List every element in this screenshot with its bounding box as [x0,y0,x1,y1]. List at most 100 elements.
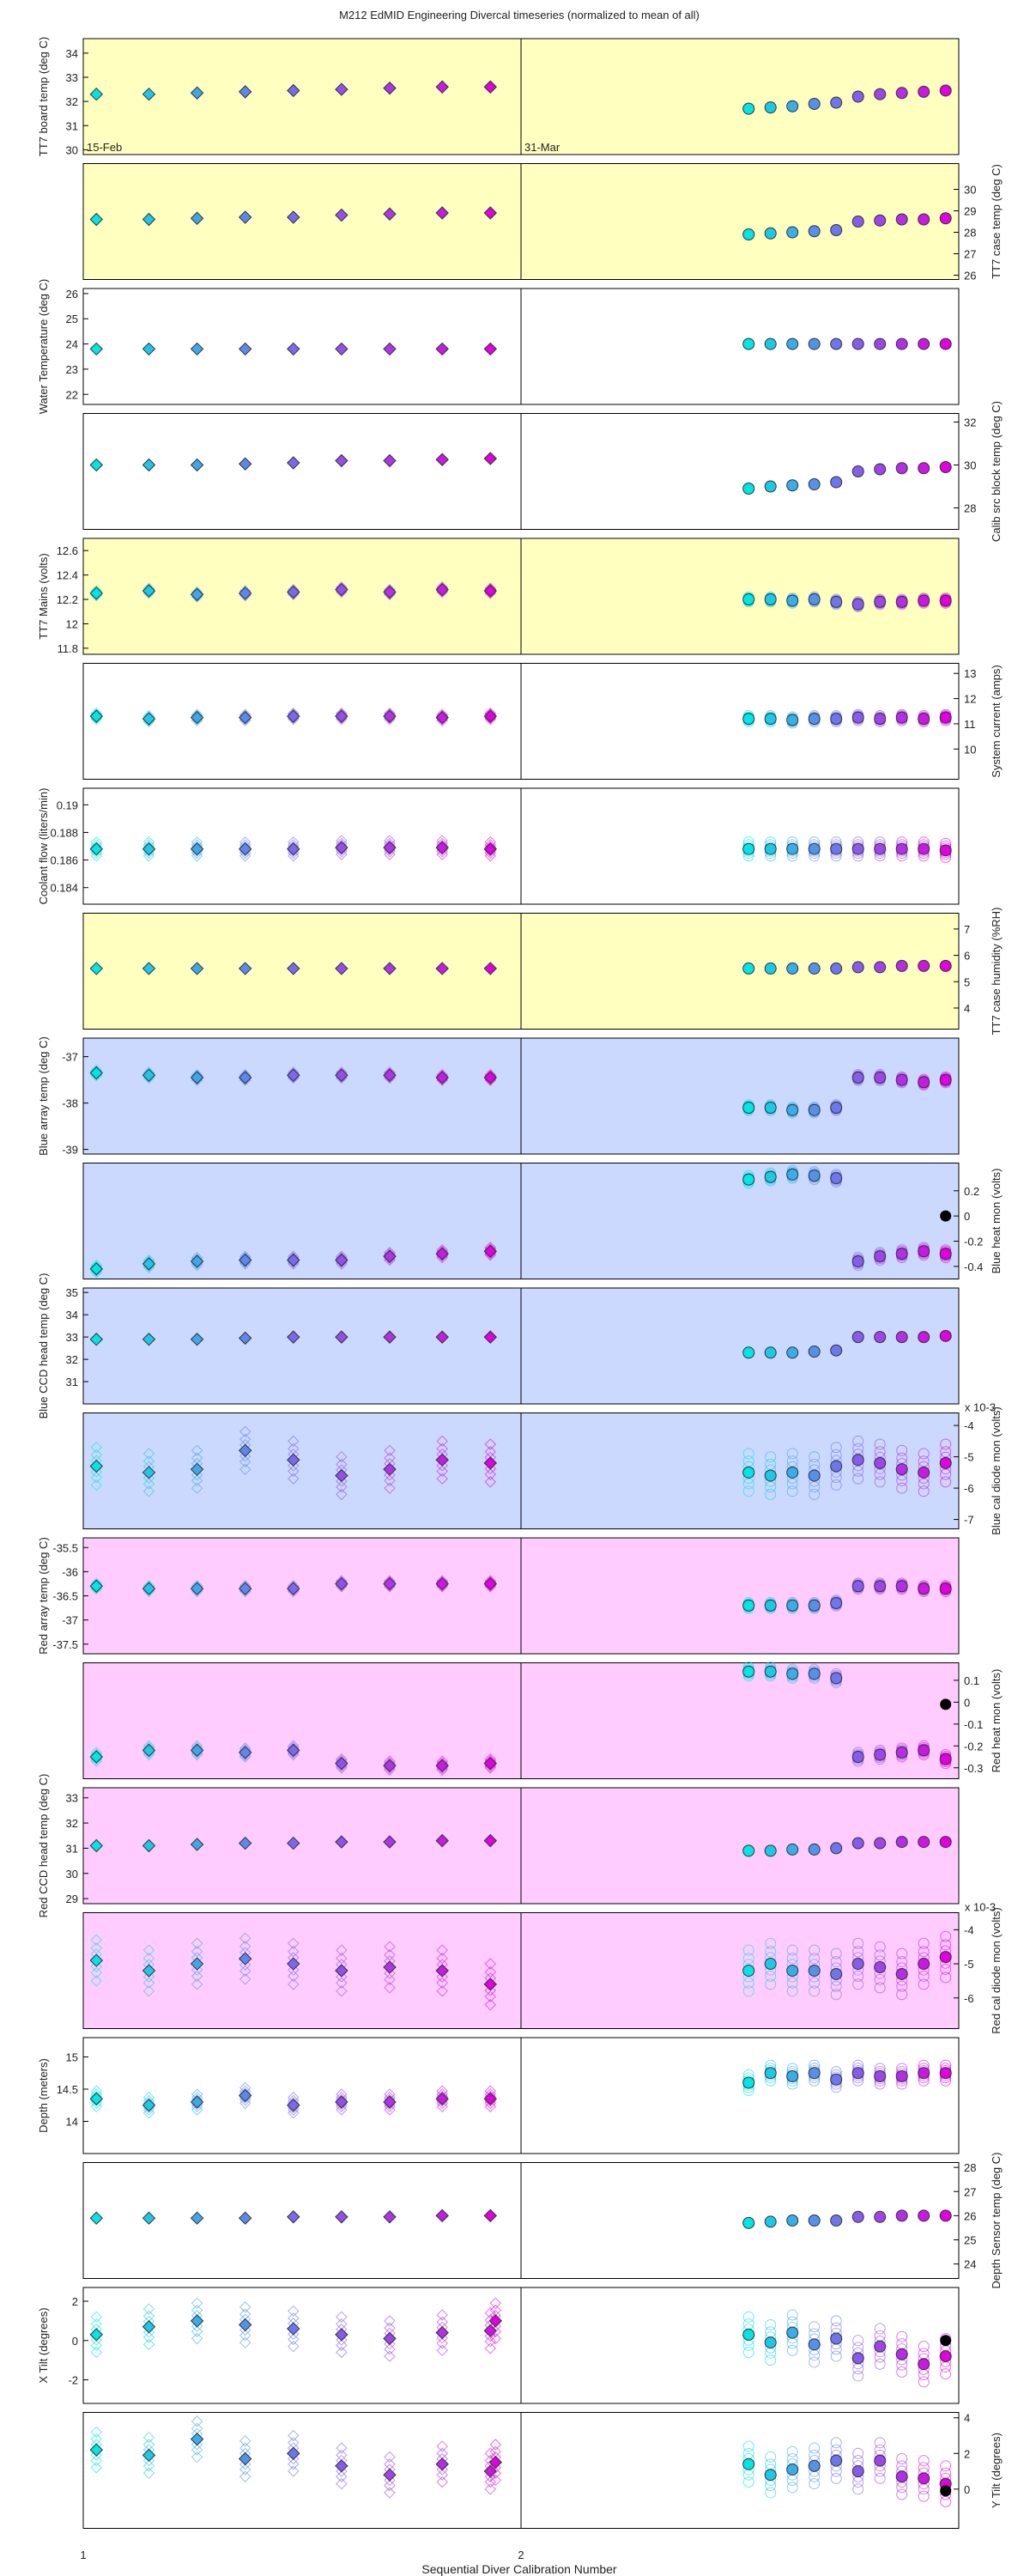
data-point [808,2067,821,2080]
data-point [764,1346,777,1359]
data-point-ghost [874,2323,886,2335]
data-point [764,337,777,350]
data-point [786,1668,799,1680]
data-point-ghost [191,1482,203,1494]
data-point [89,2443,104,2457]
data-point [483,206,498,220]
data-point-ghost [239,2301,251,2313]
data-point-ghost [489,2462,502,2474]
data-point [939,594,952,607]
data-point [895,711,908,724]
data-point [488,2314,503,2328]
data-point [874,1250,887,1263]
data-point [89,586,104,600]
data-point [874,1456,887,1469]
data-point [190,962,204,975]
y-tick-label: 12 [66,617,78,630]
data-point-ghost [786,1985,798,1997]
data-point [142,962,156,975]
data-point-ghost [484,1468,497,1480]
data-point-ghost [940,1446,952,1458]
data-point-ghost [742,2476,754,2488]
data-point-ghost [786,1478,798,1490]
chart-title: M212 EdMID Engineering Divercal timeseri… [339,9,700,21]
data-point [238,1582,252,1595]
data-point [851,1331,864,1344]
data-point-ghost [436,1985,448,1997]
data-point [287,709,300,723]
y-tick-label: 11 [964,718,976,731]
data-point-ghost [142,1448,155,1460]
data-point [142,87,156,101]
data-point [483,1756,498,1771]
data-point-ghost [874,1476,886,1488]
data-point-ghost [384,1941,396,1953]
data-point-ghost [918,2341,930,2353]
data-point [786,226,799,239]
y-tick-label: 30 [964,184,976,197]
data-point-ghost [484,2342,497,2354]
data-point [742,713,755,726]
data-point-ghost [830,1989,842,2001]
data-point-ghost [852,2483,864,2495]
data-point [851,1454,864,1467]
data-point [190,1582,204,1595]
data-point [142,2099,156,2112]
data-point [383,709,397,723]
y-tick-label: 32 [66,1817,78,1830]
data-point-ghost [896,1980,908,1992]
data-point [142,2211,156,2225]
data-point [830,1842,843,1855]
y-tick-label: 32 [964,416,976,429]
data-point-ghost [484,2483,497,2495]
data-point [89,1750,104,1764]
y-tick-label: 25 [66,313,78,325]
data-point-ghost [191,2439,203,2451]
data-point [142,1068,156,1082]
data-point-ghost [142,2454,155,2467]
data-point [742,2458,755,2470]
data-point [89,709,104,723]
data-point [786,100,799,112]
data-point [939,711,952,724]
data-point-ghost [142,850,155,862]
data-point [89,1333,104,1346]
data-point [483,1978,498,1991]
data-point-ghost [852,1946,864,1958]
data-point-ghost [239,1941,251,1953]
data-point [808,97,821,110]
data-point-ghost [809,1488,821,1500]
data-point [238,842,252,856]
data-point-ghost [918,1937,930,1949]
data-point-ghost [896,2366,908,2378]
data-point-ghost [384,1482,396,1494]
data-point [238,2318,252,2332]
data-point [742,2328,755,2341]
data-point-ghost [874,1982,886,1994]
data-point-ghost [142,1944,155,1956]
data-point-ghost [239,2470,251,2482]
data-point [142,1333,156,1346]
data-point [335,2210,348,2224]
x-axis: 1 2 Sequential Diver Calibration Number [80,2549,617,2576]
data-point [287,1330,300,1344]
y-tick-label: -37.5 [52,1638,78,1651]
y-tick-label: 33 [66,1331,78,1344]
data-point [742,1102,755,1114]
data-point [483,1244,498,1258]
data-point-ghost [896,2453,908,2464]
data-point [238,962,252,975]
data-point-ghost [896,1482,908,1494]
data-point [238,1331,252,1346]
data-point-ghost [142,2467,155,2479]
data-point [830,2332,843,2345]
data-point-ghost [742,1977,754,1989]
data-point-ghost [191,1970,203,1983]
data-point [895,842,908,855]
data-point-ghost [896,1956,908,1968]
data-point-ghost [191,1978,203,1990]
y-axis-label: Red cal diode mon (volts) [990,1907,1003,2033]
y-tick-label: 12 [964,693,976,706]
data-point-ghost [852,1443,864,1455]
data-point [830,1967,843,1980]
